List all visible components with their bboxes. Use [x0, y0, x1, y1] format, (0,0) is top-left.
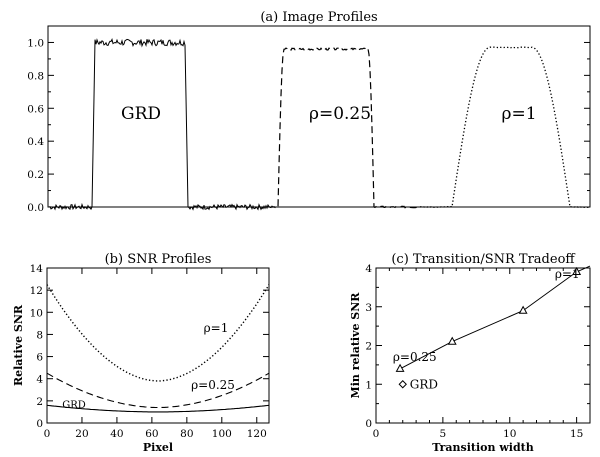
panel-a-frame	[47, 25, 591, 208]
series-rho025-snr	[46, 372, 270, 409]
triangle-marker	[572, 266, 582, 275]
panel-b-series-label: ρ=1	[204, 321, 229, 335]
series-grd-snr	[46, 404, 270, 413]
panel-b-ylabel: Relative SNR	[12, 304, 25, 386]
panel-c-title: (c) Transition/SNR Tradeoff	[391, 252, 576, 267]
series-rho025-profile	[269, 47, 421, 209]
panel-a-image-profiles: (a) Image Profiles 0.0 0.2 0.4 0.6 0.8 1.0 GRD ρ…	[27, 10, 591, 214]
panel-a-annotation: ρ=0.25	[309, 104, 371, 124]
panel-b-xtick-label: 100	[212, 428, 232, 440]
panel-b-ytick-label: 4	[36, 374, 43, 386]
panel-c-ytick-label: 3	[365, 302, 372, 314]
panel-c-transition-tradeoff: (c) Transition/SNR Tradeoff 0 5 10 15 0 1 2 3 4 Tr…	[349, 252, 591, 454]
panel-c-frame	[375, 267, 591, 424]
panel-a-ytick-label: 0.0	[27, 202, 44, 214]
panel-c-xtick-label: 10	[503, 428, 516, 440]
panel-c-xtick-label: 0	[373, 428, 380, 440]
panel-b-xtick-label: 20	[75, 428, 88, 440]
panel-c-xtick-label: 15	[570, 428, 583, 440]
panel-b-xtick-label: 120	[247, 428, 267, 440]
panel-b-ytick-label: 2	[36, 396, 43, 408]
panel-b-ytick-label: 8	[36, 329, 43, 341]
panel-c-annotation: ρ=1	[555, 267, 580, 281]
panel-c-xlabel: Transition width	[432, 441, 534, 454]
panel-a-ytick-label: 0.6	[27, 103, 44, 115]
triangle-marker	[447, 336, 457, 345]
panel-b-title: (b) SNR Profiles	[105, 252, 212, 267]
triangle-marker	[518, 305, 528, 314]
panel-a-annotation: ρ=1	[501, 104, 536, 124]
series-grd-profile	[48, 38, 271, 211]
panel-a-ytick-label: 0.2	[27, 169, 44, 181]
panel-a-ytick-label: 1.0	[27, 37, 44, 49]
panel-a-ytick-label: 0.4	[27, 136, 44, 148]
panel-b-xtick-label: 0	[44, 428, 51, 440]
triangle-marker	[395, 363, 405, 372]
panel-c-ytick-label: 0	[365, 418, 372, 430]
panel-b-xtick-label: 80	[180, 428, 193, 440]
panel-b-series-label: GRD	[62, 400, 86, 411]
panel-b-ytick-label: 0	[36, 418, 43, 430]
panel-b-xtick-label: 40	[110, 428, 123, 440]
panel-c-xtick-label: 5	[440, 428, 447, 440]
panel-c-ytick-label: 1	[365, 379, 372, 391]
panel-b-series-label: ρ=0.25	[191, 378, 235, 392]
panel-a-title: (a) Image Profiles	[260, 10, 377, 25]
panel-a-annotation: GRD	[121, 104, 161, 124]
diamond-marker-grd	[398, 380, 407, 389]
panel-b-ytick-label: 14	[30, 263, 44, 275]
series-rho1-profile	[419, 46, 590, 209]
panel-c-ylabel: Min relative SNR	[349, 292, 362, 399]
panel-b-ytick-label: 10	[30, 307, 43, 319]
panel-c-ytick-label: 2	[365, 341, 372, 353]
panel-c-ytick-label: 4	[365, 263, 372, 275]
panel-c-annotation: ρ=0.25	[393, 350, 437, 364]
panel-c-point-label: GRD	[410, 377, 438, 391]
panel-b-xlabel: Pixel	[143, 441, 173, 454]
series-rho1-snr	[46, 284, 270, 382]
panel-a-ytick-label: 0.8	[27, 70, 44, 82]
panel-b-ytick-label: 6	[36, 352, 43, 364]
panel-b-xtick-label: 60	[145, 428, 158, 440]
panel-b-frame	[46, 267, 270, 424]
panel-b-snr-profiles: (b) SNR Profiles 0 20 40 60 80 100 120 0 2 4 6 8 10 12…	[12, 252, 270, 454]
panel-b-ytick-label: 12	[30, 285, 43, 297]
